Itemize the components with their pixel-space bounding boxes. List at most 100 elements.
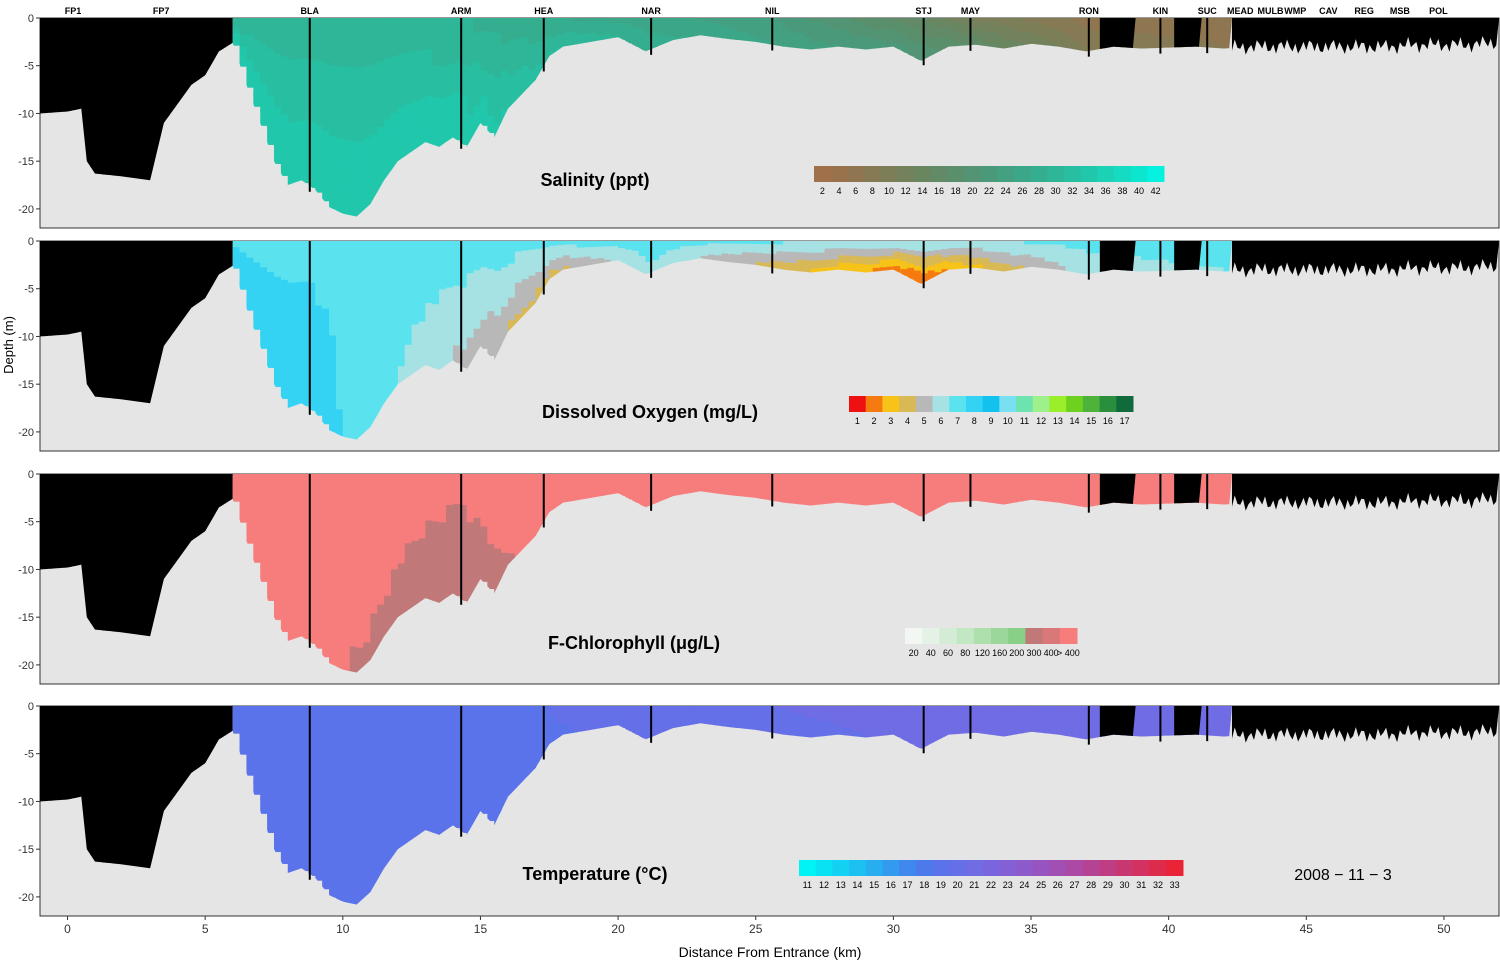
unsampled-region-right [1231, 241, 1499, 278]
legend-label: 18 [951, 186, 961, 196]
legend-label: 6 [853, 186, 858, 196]
legend-swatch [956, 628, 975, 644]
legend-label: 17 [1120, 416, 1130, 426]
legend-swatch [964, 166, 982, 182]
legend-swatch [932, 860, 950, 876]
legend-label: 20 [953, 880, 963, 890]
legend-swatch [1099, 396, 1117, 412]
legend-label: 10 [1003, 416, 1013, 426]
legend-swatch [799, 860, 817, 876]
legend-label: 30 [1051, 186, 1061, 196]
y-tick-label: -20 [18, 892, 34, 904]
y-tick-label: -10 [18, 331, 34, 343]
legend-swatch [1130, 166, 1148, 182]
station-label: HEA [534, 6, 554, 16]
legend-label: 60 [943, 648, 953, 658]
legend-swatch [865, 396, 883, 412]
unsampled-gap [1174, 241, 1202, 271]
station-label: KIN [1153, 6, 1169, 16]
unsampled-region-left [40, 241, 233, 404]
legend-swatch [999, 396, 1017, 412]
panel-title: Dissolved Oxygen (mg/L) [542, 402, 758, 422]
legend-swatch [882, 396, 900, 412]
legend-label: 20 [909, 648, 919, 658]
legend-label: 32 [1153, 880, 1163, 890]
station-label: WMP [1284, 6, 1306, 16]
legend-label: 4 [836, 186, 841, 196]
legend-swatch [915, 396, 934, 412]
legend-swatch [999, 860, 1017, 876]
legend-label: 24 [1019, 880, 1029, 890]
legend-label: 20 [967, 186, 977, 196]
legend-label: 14 [852, 880, 862, 890]
legend-label: 14 [917, 186, 927, 196]
legend-label: 16 [1103, 416, 1113, 426]
legend-label: 16 [886, 880, 896, 890]
y-tick-label: -15 [18, 844, 34, 856]
legend-swatch [949, 396, 967, 412]
legend-swatch [815, 860, 833, 876]
legend-label: 24 [1001, 186, 1011, 196]
legend-swatch [1064, 166, 1082, 182]
legend-label: 40 [926, 648, 936, 658]
legend-swatch [1066, 396, 1084, 412]
legend-swatch [930, 166, 948, 182]
x-axis-label: Distance From Entrance (km) [679, 944, 862, 960]
panel-title: Temperature (°C) [523, 864, 668, 884]
station-label: SUC [1198, 6, 1218, 16]
legend-label: 3 [888, 416, 893, 426]
unsampled-gap [1174, 474, 1202, 504]
x-tick-label: 0 [64, 922, 71, 936]
legend-label: 120 [975, 648, 990, 658]
legend-label: 33 [1170, 880, 1180, 890]
legend-label: 12 [819, 880, 829, 890]
legend-swatch [965, 396, 984, 412]
legend-label: 200 [1009, 648, 1024, 658]
station-label: MULB [1258, 6, 1284, 16]
legend-label: 27 [1069, 880, 1079, 890]
station-label: REG [1354, 6, 1374, 16]
legend-swatch [905, 628, 923, 644]
unsampled-region-right [1231, 706, 1499, 743]
legend-swatch [982, 860, 1000, 876]
legend-label: 34 [1084, 186, 1094, 196]
y-tick-label: -5 [24, 61, 34, 73]
station-label: STJ [915, 6, 932, 16]
y-tick-label: -10 [18, 108, 34, 120]
legend-swatch [830, 166, 848, 182]
legend-swatch [1047, 166, 1065, 182]
legend-label: 2 [872, 416, 877, 426]
y-tick-label: -5 [24, 749, 34, 761]
legend-swatch [1116, 860, 1134, 876]
legend-label: 17 [903, 880, 913, 890]
panel-temperature: 0 -5 -10 -15 -20 Temperature (°C) 11 12 13 14 15 16… [18, 701, 1500, 917]
unsampled-gap [1099, 706, 1136, 738]
unsampled-gap [1174, 18, 1202, 48]
legend-swatch [973, 628, 992, 644]
panel-title: F-Chlorophyll (μg/L) [548, 633, 720, 653]
unsampled-gap [1099, 241, 1136, 273]
legend-swatch [865, 860, 883, 876]
y-tick-label: 0 [28, 701, 34, 713]
y-tick-label: -5 [24, 517, 34, 529]
legend-label: 31 [1136, 880, 1146, 890]
legend-swatch [947, 166, 965, 182]
unsampled-region-right [1231, 474, 1499, 511]
legend-swatch [965, 860, 984, 876]
station-label: FP7 [153, 6, 170, 16]
x-tick-label: 40 [1162, 922, 1176, 936]
legend-label: 22 [984, 186, 994, 196]
unsampled-region-left [40, 474, 233, 637]
legend-label: 10 [884, 186, 894, 196]
y-tick-label: -15 [18, 156, 34, 168]
legend-label: 42 [1151, 186, 1161, 196]
legend-label: 1 [855, 416, 860, 426]
legend-label: 18 [919, 880, 929, 890]
legend-swatch [1066, 860, 1084, 876]
station-label: ARM [451, 6, 472, 16]
legend-label: 21 [969, 880, 979, 890]
legend-label: 40 [1134, 186, 1144, 196]
panel-chlorophyll: 0 -5 -10 -15 -20 F-Chlorophyll (μg/L) 20 40 60 80… [18, 469, 1500, 685]
legend-swatch [849, 860, 867, 876]
